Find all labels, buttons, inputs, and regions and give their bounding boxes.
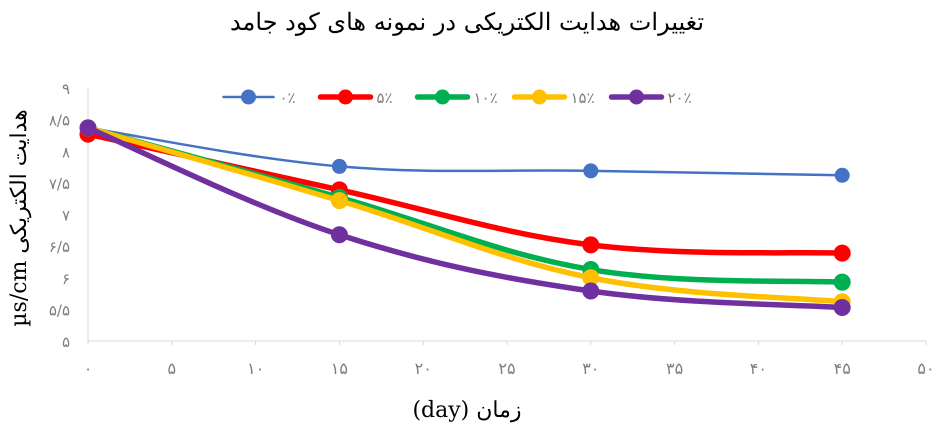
data-point [331, 158, 347, 174]
data-point [833, 273, 851, 291]
legend-label: ۰٪ [280, 89, 296, 107]
data-point [833, 244, 851, 262]
legend-label: ۱۵٪ [571, 89, 595, 107]
y-tick-label: ۵ [62, 333, 70, 351]
legend-marker [435, 89, 450, 105]
y-tick-label: ۸/۵ [49, 112, 70, 130]
series-line [85, 125, 845, 311]
data-point [582, 282, 600, 300]
legend-marker [629, 89, 644, 105]
data-point [582, 236, 600, 254]
legend-marker [338, 89, 353, 105]
data-point [833, 298, 851, 316]
y-tick-label: ۵/۵ [49, 301, 70, 319]
chart-title: تغییرات هدایت الکتریکی در نمونه های کود … [229, 8, 705, 36]
x-tick-label: ۵ [168, 359, 177, 378]
x-tick-label: ۱۵ [331, 359, 348, 378]
y-tick-label: ۹ [62, 80, 70, 98]
legend-label: ۱۰٪ [474, 89, 498, 107]
series-line [85, 125, 845, 305]
x-tick-label: ۰ [84, 359, 93, 378]
x-tick-label: ۱۰ [247, 359, 264, 378]
data-point [330, 226, 348, 244]
y-tick-label: ۷/۵ [49, 175, 70, 193]
x-axis-title: (day) زمان [412, 398, 522, 423]
legend-marker [241, 89, 256, 105]
x-tick-label: ۳۵ [666, 359, 683, 378]
data-point [583, 163, 599, 179]
data-point [834, 167, 850, 183]
y-tick-label: ۶/۵ [49, 238, 70, 256]
x-tick-label: ۲۰ [415, 359, 432, 378]
legend-label: ۵٪ [377, 89, 393, 107]
x-tick-label: ۴۰ [750, 359, 767, 378]
data-point [330, 192, 348, 210]
series-line [86, 126, 844, 177]
legend-label: ۲۰٪ [668, 89, 692, 107]
series-line [85, 125, 845, 285]
y-tick-label: ۷ [62, 207, 70, 225]
legend-marker [532, 89, 547, 105]
x-tick-label: ۴۵ [834, 359, 851, 378]
y-tick-label: ۸ [62, 143, 70, 161]
y-tick-label: ۶ [62, 270, 70, 288]
data-point [79, 119, 97, 137]
x-tick-label: ۵۰ [917, 359, 934, 378]
x-tick-label: ۳۰ [582, 359, 599, 378]
x-tick-label: ۲۵ [498, 359, 515, 378]
